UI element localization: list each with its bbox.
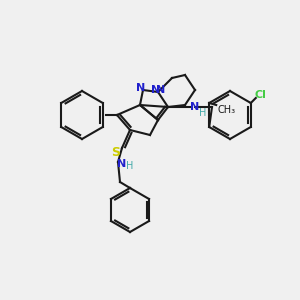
Text: CH₃: CH₃ bbox=[217, 105, 235, 115]
Text: Cl: Cl bbox=[255, 90, 267, 100]
Text: S: S bbox=[112, 146, 121, 160]
Text: N: N bbox=[117, 159, 127, 169]
Text: N: N bbox=[152, 85, 160, 95]
Text: H: H bbox=[199, 108, 207, 118]
Text: N: N bbox=[136, 83, 146, 93]
Text: N: N bbox=[190, 102, 200, 112]
Text: N: N bbox=[156, 85, 166, 95]
Text: H: H bbox=[126, 161, 134, 171]
